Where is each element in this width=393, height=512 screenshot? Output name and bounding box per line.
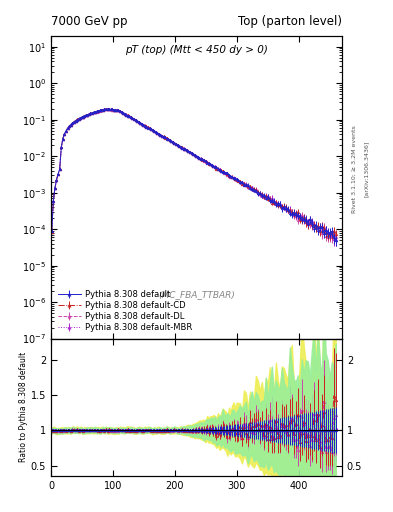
Text: Rivet 3.1.10; ≥ 3.2M events: Rivet 3.1.10; ≥ 3.2M events xyxy=(352,125,357,213)
Text: pT (top) (Mtt < 450 dy > 0): pT (top) (Mtt < 450 dy > 0) xyxy=(125,45,268,55)
Legend: Pythia 8.308 default, Pythia 8.308 default-CD, Pythia 8.308 default-DL, Pythia 8: Pythia 8.308 default, Pythia 8.308 defau… xyxy=(55,287,195,334)
Text: (MC_FBA_TTBAR): (MC_FBA_TTBAR) xyxy=(158,290,235,299)
Text: Top (parton level): Top (parton level) xyxy=(238,15,342,28)
Text: 7000 GeV pp: 7000 GeV pp xyxy=(51,15,128,28)
Y-axis label: Ratio to Pythia 8.308 default: Ratio to Pythia 8.308 default xyxy=(19,352,28,462)
Text: [arXiv:1306.3436]: [arXiv:1306.3436] xyxy=(364,141,369,197)
